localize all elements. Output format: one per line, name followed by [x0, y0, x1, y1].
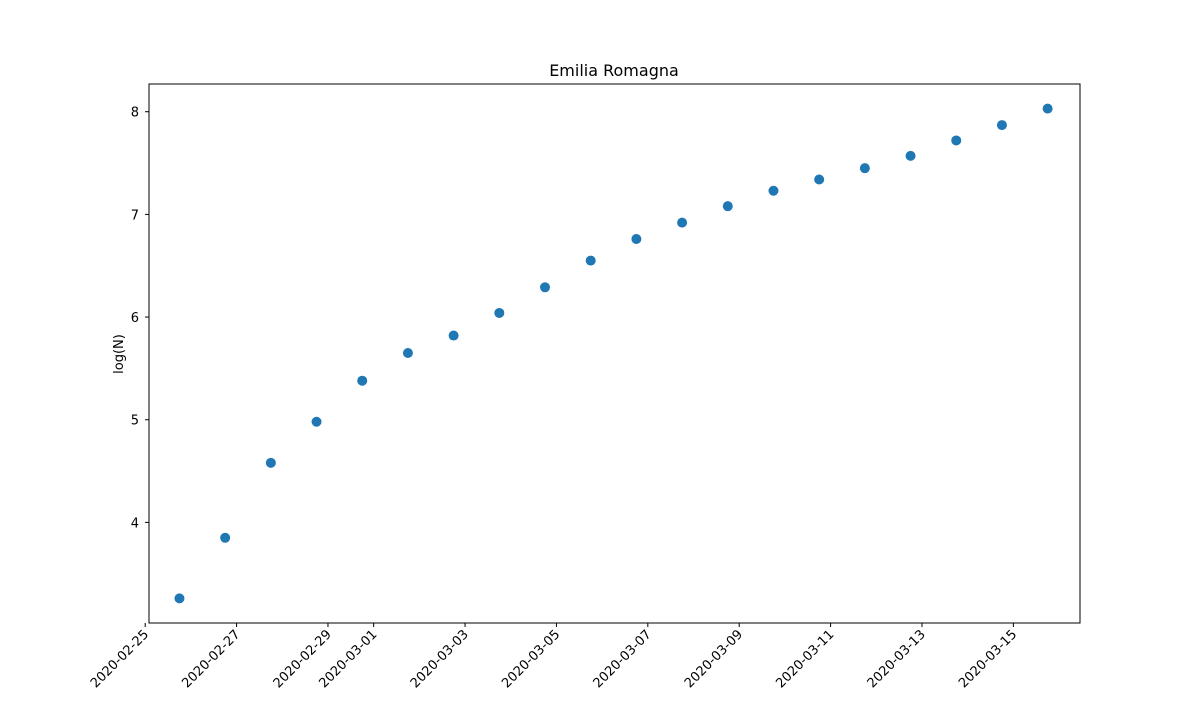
x-tick-label: 2020-02-27 [179, 627, 243, 691]
plot-frame [148, 83, 1081, 624]
data-point [1042, 103, 1053, 114]
x-tick-label: 2020-02-25 [88, 627, 152, 691]
x-tick-label: 2020-03-03 [408, 627, 472, 691]
data-point [357, 375, 368, 386]
data-point [448, 330, 459, 341]
data-point [402, 347, 413, 358]
y-tick-label: 6 [131, 311, 139, 326]
y-tick-label: 8 [131, 106, 139, 121]
data-point [722, 201, 733, 212]
x-tick-label: 2020-03-15 [956, 627, 1020, 691]
data-point [311, 416, 322, 427]
data-point [951, 135, 962, 146]
chart-title: Emilia Romagna [549, 61, 679, 80]
y-tick-label: 5 [131, 414, 139, 429]
data-point [677, 217, 688, 228]
data-point [265, 457, 276, 468]
data-points [174, 103, 1053, 604]
data-point [540, 282, 551, 293]
x-tick-label: 2020-03-11 [773, 627, 837, 691]
data-point [996, 120, 1007, 131]
data-point [631, 234, 642, 245]
data-point [768, 185, 779, 196]
data-point [174, 593, 185, 604]
y-tick-label: 7 [131, 208, 139, 223]
data-point [814, 174, 825, 185]
y-axis-ticks: 4 5 6 7 8 [131, 106, 149, 531]
y-axis-label: log(N) [112, 334, 127, 374]
x-tick-label: 2020-03-05 [499, 627, 563, 691]
x-tick-label: 2020-03-09 [682, 627, 746, 691]
data-point [494, 307, 505, 318]
x-tick-label: 2020-03-13 [865, 627, 929, 691]
x-tick-label: 2020-03-07 [591, 627, 655, 691]
data-point [220, 532, 231, 543]
y-tick-label: 4 [131, 516, 139, 531]
data-point [585, 255, 596, 266]
x-axis-ticks: 2020-02-25 2020-02-27 2020-02-292020-03-01… [88, 623, 1020, 691]
data-point [859, 163, 870, 174]
data-point [905, 150, 916, 161]
